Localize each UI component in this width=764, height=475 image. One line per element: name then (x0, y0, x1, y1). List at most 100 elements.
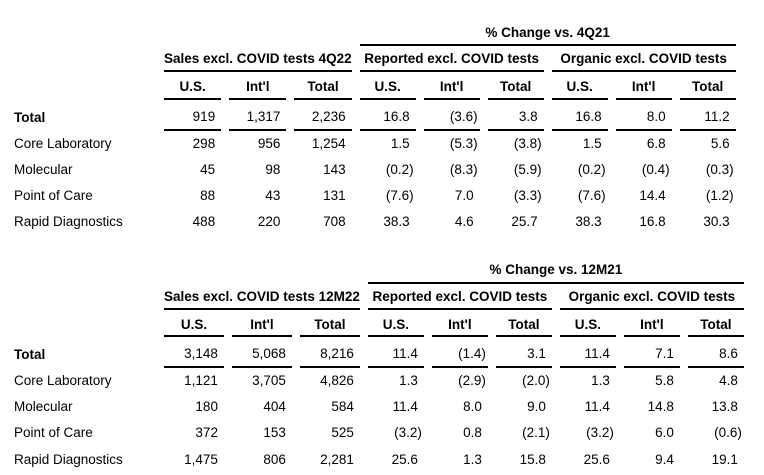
col-header-total: Total (487, 72, 544, 100)
value-cell: 9.4 (655, 451, 674, 467)
col-header-us: U.S. (559, 310, 616, 337)
value-cell: 4,826 (320, 373, 354, 389)
pct-change-header: % Change vs. 4Q21 (359, 25, 736, 47)
col-header-total: Total (299, 310, 360, 337)
value-cell: 488 (192, 214, 216, 230)
col-header-us: U.S. (164, 72, 222, 100)
value-cell: 8.0 (463, 399, 482, 415)
value-cell: (2.1) (522, 425, 550, 441)
col-header-intl: Int'l (623, 310, 680, 337)
value-cell: (5.3) (449, 135, 478, 151)
value-cell: 180 (195, 399, 218, 415)
col-header-us: U.S. (367, 310, 424, 337)
value-cell: 1,121 (184, 373, 218, 389)
value-cell: 3,705 (252, 373, 286, 389)
value-cell: 30.3 (703, 214, 730, 230)
spacer-cell (14, 46, 156, 72)
value-cell: (0.4) (641, 161, 670, 177)
table-row: Total 919 1,317 2,236 16.8 (3.6) 3.8 16.8 8.0 11.… (14, 100, 736, 131)
value-cell: 11.2 (679, 100, 736, 131)
annual-sales-table: % Change vs. 12M21 Sales excl. COVID tes… (6, 263, 752, 472)
value-cell: 7.1 (623, 337, 680, 369)
value-cell: 1.5 (390, 135, 410, 151)
row-label: Core Laboratory (14, 373, 112, 389)
group-header-reported: Reported excl. COVID tests (367, 284, 552, 310)
table-row: Point of Care 88 43 131 (7.6) 7.0 (3.3) (7.6) 14… (14, 183, 736, 209)
col-header-us: U.S. (551, 72, 608, 100)
col-header-intl: Int'l (229, 72, 287, 100)
value-cell: 25.7 (511, 214, 538, 230)
group-header-reported: Reported excl. COVID tests (359, 46, 544, 73)
value-cell: (7.6) (385, 188, 414, 204)
value-cell: 143 (323, 161, 346, 177)
value-cell: 0.8 (463, 425, 482, 441)
value-cell: 13.8 (711, 399, 738, 415)
value-cell: 38.3 (383, 214, 410, 230)
value-cell: (3.2) (586, 425, 614, 441)
value-cell: 8.6 (687, 337, 744, 369)
table-row: Point of Care 372 153 525 (3.2) 0.8 (2.1) (3.2)… (14, 420, 744, 446)
value-cell: 220 (257, 214, 281, 230)
col-header-intl: Int'l (231, 310, 292, 337)
value-cell: 298 (192, 135, 216, 151)
value-cell: 2,281 (320, 451, 354, 467)
row-label: Molecular (14, 399, 73, 415)
value-cell: (0.2) (385, 161, 414, 177)
value-cell: (7.6) (577, 188, 606, 204)
value-cell: 15.8 (519, 451, 546, 467)
group-header-organic: Organic excl. COVID tests (551, 46, 736, 73)
col-header-us: U.S. (164, 310, 224, 337)
spacer-cell (14, 26, 352, 46)
value-cell: (0.3) (705, 161, 734, 177)
spacer-cell (14, 284, 156, 310)
group-header-row: Sales excl. COVID tests 4Q22 Reported ex… (14, 46, 736, 73)
value-cell: 584 (331, 399, 354, 415)
row-label: Point of Care (14, 425, 93, 441)
col-header-total: Total (687, 310, 744, 337)
row-label: Rapid Diagnostics (14, 451, 123, 467)
row-label: Total (14, 109, 46, 125)
value-cell: 25.6 (583, 451, 610, 467)
change-header-row: % Change vs. 12M21 (14, 263, 744, 284)
table-row: Total 3,148 5,068 8,216 11.4 (1.4) 3.1 11.4 7.1 8… (14, 337, 744, 369)
table-row: Rapid Diagnostics 1,475 806 2,281 25.6 1.3 15.… (14, 447, 744, 473)
value-cell: (1.2) (705, 188, 734, 204)
table-row: Core Laboratory 298 956 1,254 1.5 (5.3) (3.8) 1… (14, 131, 736, 157)
value-cell: (3.6) (423, 100, 480, 131)
value-cell: 525 (331, 425, 354, 441)
value-cell: 45 (200, 161, 216, 177)
value-cell: 2,236 (294, 100, 352, 131)
group-header-sales: Sales excl. COVID tests 4Q22 (164, 46, 352, 73)
col-header-intl: Int'l (423, 72, 480, 100)
col-header-us: U.S. (359, 72, 416, 100)
group-header-sales: Sales excl. COVID tests 12M22 (164, 284, 360, 310)
value-cell: (3.3) (513, 188, 542, 204)
col-header-intl: Int'l (431, 310, 488, 337)
value-cell: 11.4 (559, 337, 616, 369)
value-cell: (0.2) (577, 161, 606, 177)
table-row: Molecular 180 404 584 11.4 8.0 9.0 11.4 14.8 13.8 (14, 394, 744, 420)
table-row: Molecular 45 98 143 (0.2) (8.3) (5.9) (0.2) (0.4… (14, 157, 736, 183)
spacer-cell (14, 263, 360, 283)
value-cell: (3.8) (513, 135, 542, 151)
spacer-cell (14, 72, 156, 99)
value-cell: 5,068 (231, 337, 292, 369)
value-cell: 708 (323, 214, 346, 230)
value-cell: 6.8 (646, 135, 666, 151)
value-cell: 11.4 (392, 399, 418, 415)
row-label: Molecular (14, 161, 73, 177)
value-cell: 6.0 (655, 425, 674, 441)
value-cell: 1,254 (311, 135, 346, 151)
column-header-row: U.S. Int'l Total U.S. Int'l Total U.S. I… (14, 310, 744, 337)
value-cell: 43 (265, 188, 281, 204)
value-cell: 16.8 (551, 100, 608, 131)
value-cell: 7.0 (454, 188, 474, 204)
value-cell: 404 (263, 399, 286, 415)
value-cell: (2.0) (522, 373, 550, 389)
value-cell: (3.2) (394, 425, 422, 441)
table-body: Total 919 1,317 2,236 16.8 (3.6) 3.8 16.8 8.0 11.… (14, 100, 736, 236)
value-cell: 16.8 (639, 214, 666, 230)
value-cell: 956 (257, 135, 281, 151)
quarterly-sales-table: % Change vs. 4Q21 Sales excl. COVID test… (6, 25, 744, 236)
